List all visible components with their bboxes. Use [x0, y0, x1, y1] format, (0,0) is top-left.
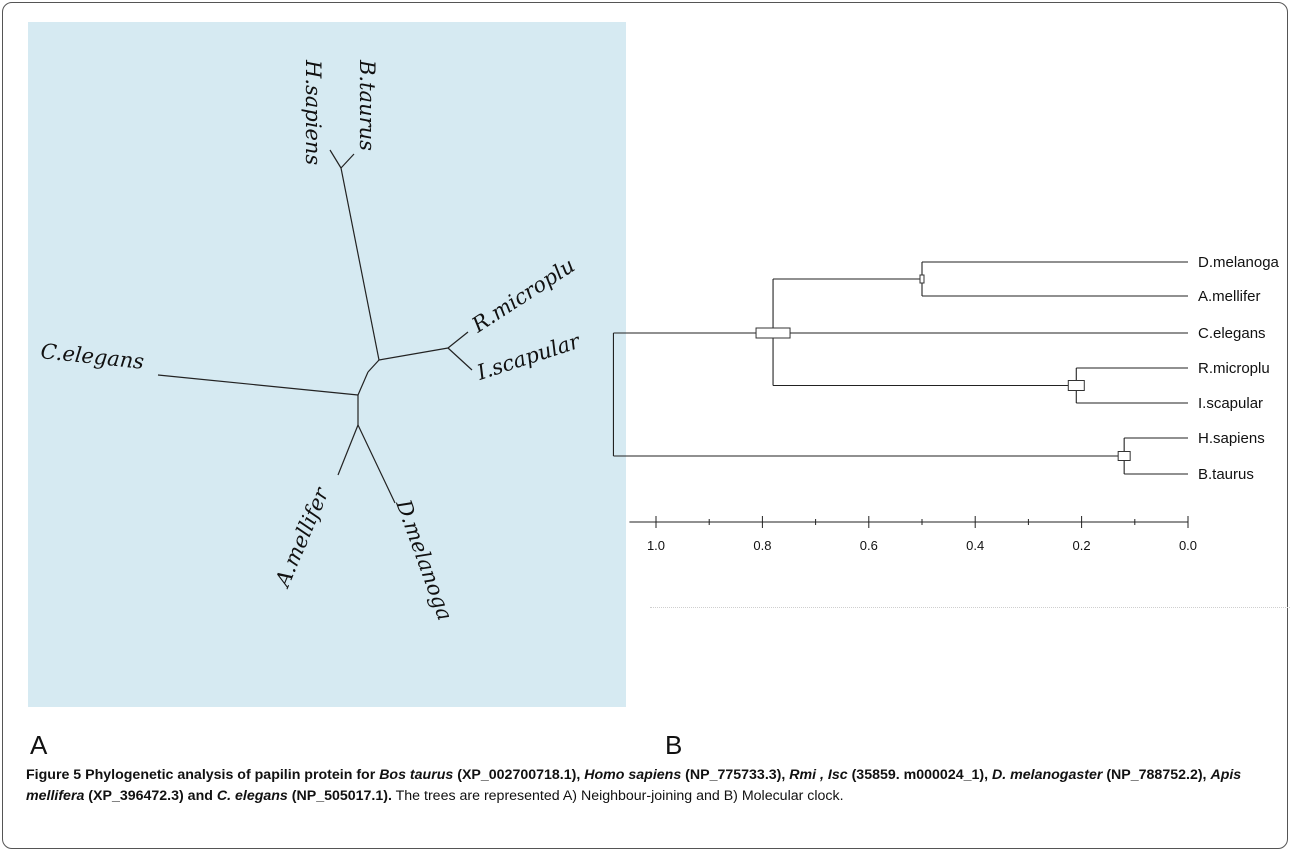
- unrooted-tree-labels: H.sapiens B.taurus R.microplu I.scapular…: [39, 59, 584, 624]
- axis-tick-label: 1.0: [647, 538, 665, 553]
- leaf-label-b-taurus: B.taurus: [355, 59, 379, 151]
- leaf-label-r-microplu: R.microplu: [467, 253, 579, 338]
- branch-inner-2: [357, 371, 369, 396]
- rooted-leaf-label: A.mellifer: [1198, 288, 1261, 305]
- branch-a-mellifer: [337, 424, 359, 476]
- caption-title: Phylogenetic analysis of papilin protein…: [26, 767, 1242, 804]
- panel-letter-a: A: [30, 730, 48, 760]
- axis-tick-label: 0.8: [753, 538, 771, 553]
- leaf-label-d-melanoga: D.melanoga: [391, 496, 457, 624]
- unrooted-tree-branches: [157, 149, 473, 504]
- leaf-label-i-scapular: I.scapular: [473, 328, 584, 385]
- node-box-da: [919, 274, 925, 284]
- branch-h-sapiens: [329, 149, 342, 169]
- rooted-tree-labels: D.melanoga A.mellifer C.elegans R.microplu I…: [1198, 254, 1280, 483]
- leaf-label-h-sapiens: H.sapiens: [301, 59, 325, 165]
- branch-c-elegans: [157, 374, 359, 396]
- branch-hb-stem: [340, 167, 380, 361]
- caption-figure-label: Figure 5: [26, 767, 82, 783]
- branch-r-microplu: [447, 331, 469, 349]
- branch-b-taurus: [340, 153, 355, 169]
- node-box-ri: [1067, 380, 1085, 391]
- branch-d-melanoga: [357, 424, 396, 504]
- rooted-tree-branches: [612, 261, 1188, 475]
- branch-inner: [367, 359, 380, 373]
- leaf-label-a-mellifer: A.mellifer: [270, 483, 334, 592]
- rooted-leaf-label: H.sapiens: [1198, 430, 1265, 447]
- caption-body: The trees are represented A) Neighbour-j…: [391, 788, 844, 804]
- rooted-tree-node-boxes: [755, 274, 1131, 461]
- figure-caption: Figure 5 Phylogenetic analysis of papili…: [26, 765, 1266, 807]
- axis-tick-label: 0.2: [1073, 538, 1091, 553]
- rooted-leaf-label: R.microplu: [1198, 360, 1270, 377]
- rooted-leaf-label: D.melanoga: [1198, 254, 1280, 271]
- rooted-leaf-label: I.scapular: [1198, 395, 1263, 412]
- panel-letter-b: B: [665, 730, 683, 760]
- axis-tick-label: 0.4: [966, 538, 984, 553]
- axis-tick-label: 0.0: [1179, 538, 1197, 553]
- dotted-separator: [650, 607, 1290, 610]
- axis-tick-label: 0.6: [860, 538, 878, 553]
- node-box-hb: [1117, 451, 1131, 461]
- time-axis: 1.0 0.8 0.6 0.4 0.2 0.0: [629, 516, 1197, 553]
- rooted-leaf-label: B.taurus: [1198, 466, 1254, 483]
- rooted-leaf-label: C.elegans: [1198, 325, 1266, 342]
- branch-i-scapular: [447, 347, 473, 371]
- branch-ri-stem: [378, 347, 449, 361]
- leaf-label-c-elegans: C.elegans: [39, 339, 145, 374]
- panel-a-background: [28, 22, 626, 707]
- node-box-mid: [755, 327, 791, 339]
